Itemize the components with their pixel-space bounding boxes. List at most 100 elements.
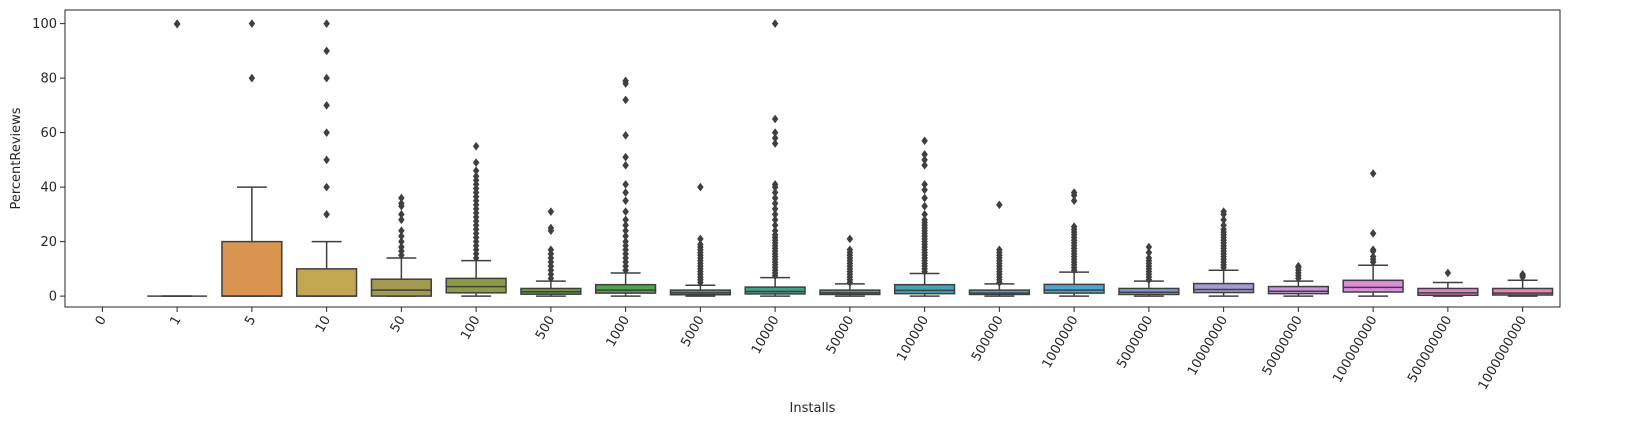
box-group-10	[295, 19, 358, 297]
outlier-point	[398, 215, 405, 225]
y-tick-label: 40	[40, 181, 57, 196]
outlier-point	[323, 100, 330, 110]
outlier-point	[697, 239, 704, 249]
outlier-point	[398, 199, 405, 208]
outlier-point	[1519, 269, 1526, 279]
x-tick-label: 50000000	[1260, 314, 1306, 379]
outlier-point	[622, 220, 629, 230]
box	[1192, 282, 1255, 294]
outlier-point	[472, 171, 480, 181]
box-group-500	[520, 207, 582, 297]
outlier-point	[622, 160, 629, 170]
x-tick-label: 1000	[604, 314, 634, 350]
outlier-point	[622, 207, 629, 217]
x-tick-label: 100	[458, 314, 483, 343]
y-tick-label: 60	[40, 126, 57, 141]
plot-frame	[64, 9, 1561, 308]
x-tick-label: 500000000	[1405, 314, 1455, 386]
outlier-point	[1369, 229, 1377, 238]
outlier-point	[921, 136, 928, 146]
outlier-point	[622, 95, 629, 105]
outlier-point	[1295, 261, 1302, 271]
outlier-point	[921, 155, 928, 165]
outlier-point	[771, 199, 779, 208]
outlier-point	[323, 155, 330, 165]
outlier-point	[323, 182, 330, 192]
box	[1118, 287, 1180, 296]
outlier-point	[846, 234, 854, 244]
x-tick-label: 50	[388, 314, 409, 336]
outlier-point	[398, 231, 405, 241]
y-tick-label: 80	[40, 72, 57, 87]
outlier-point	[1369, 252, 1377, 262]
y-tick-label: 100	[32, 17, 57, 32]
outlier-point	[472, 158, 480, 168]
x-tick-label: 100000	[894, 314, 932, 364]
outlier-point	[248, 73, 256, 83]
outlier-point	[323, 128, 330, 138]
x-axis-label: Installs	[790, 401, 836, 416]
outlier-point	[1070, 222, 1078, 232]
outlier-point	[622, 152, 629, 162]
x-tick-label: 1000000	[1040, 314, 1082, 372]
outlier-point	[622, 179, 629, 189]
outlier-point	[921, 160, 928, 170]
outlier-point	[472, 166, 480, 176]
x-tick-label: 5000	[678, 314, 708, 350]
outlier-point	[771, 215, 779, 225]
outlier-point	[1145, 248, 1153, 257]
box	[1491, 287, 1554, 296]
outlier-point	[996, 200, 1003, 210]
x-tick-label: 100000000	[1330, 314, 1380, 386]
box	[744, 286, 806, 295]
outlier-point	[771, 226, 779, 236]
outlier-point	[622, 237, 629, 247]
box	[221, 240, 283, 297]
box-group-5	[221, 19, 283, 297]
outlier-point	[771, 19, 779, 29]
y-axis-label: PercentReviews	[9, 107, 24, 209]
x-tick-label: 10000	[749, 314, 783, 357]
outlier-point	[398, 226, 405, 236]
box-group-500000000	[1417, 268, 1479, 297]
outlier-point	[1220, 215, 1227, 225]
outlier-point	[771, 220, 779, 230]
outlier-point	[697, 182, 704, 192]
outlier-point	[771, 128, 779, 138]
x-axis: 0 1 5 10 50 100 500 1000 5000 10000 50000 100000 500…	[93, 307, 1530, 393]
x-tick-label: 0	[93, 314, 110, 329]
outlier-point	[771, 193, 779, 203]
outlier-point	[323, 46, 330, 56]
y-tick-label: 20	[40, 235, 57, 250]
box	[1267, 285, 1330, 295]
outlier-point	[921, 215, 928, 225]
box-group-5000000	[1118, 242, 1180, 297]
outlier-point	[1070, 188, 1078, 197]
x-tick-label: 1	[167, 314, 184, 329]
outlier-point	[1369, 169, 1377, 178]
box-group-50000	[819, 234, 881, 297]
box-group-5000	[669, 182, 732, 297]
x-tick-label: 500	[533, 314, 558, 343]
box-group-1000000	[1043, 188, 1105, 297]
box	[1417, 287, 1479, 297]
box	[370, 278, 433, 297]
outlier-point	[1145, 242, 1153, 252]
outlier-point	[1220, 207, 1227, 217]
box	[594, 283, 657, 294]
box-group-500000	[968, 200, 1031, 297]
x-tick-label: 50000	[824, 314, 858, 357]
box	[968, 289, 1031, 296]
outlier-point	[323, 19, 330, 29]
box	[445, 277, 507, 294]
outlier-point	[622, 130, 629, 140]
outlier-point	[547, 245, 555, 255]
outlier-point	[173, 19, 181, 29]
outlier-point	[921, 193, 928, 203]
outlier-point	[771, 209, 779, 219]
outlier-point	[398, 242, 405, 252]
box-group-1000	[594, 76, 657, 297]
boxes-layer	[147, 19, 1554, 297]
outlier-point	[771, 114, 779, 124]
outlier-point	[622, 188, 629, 197]
